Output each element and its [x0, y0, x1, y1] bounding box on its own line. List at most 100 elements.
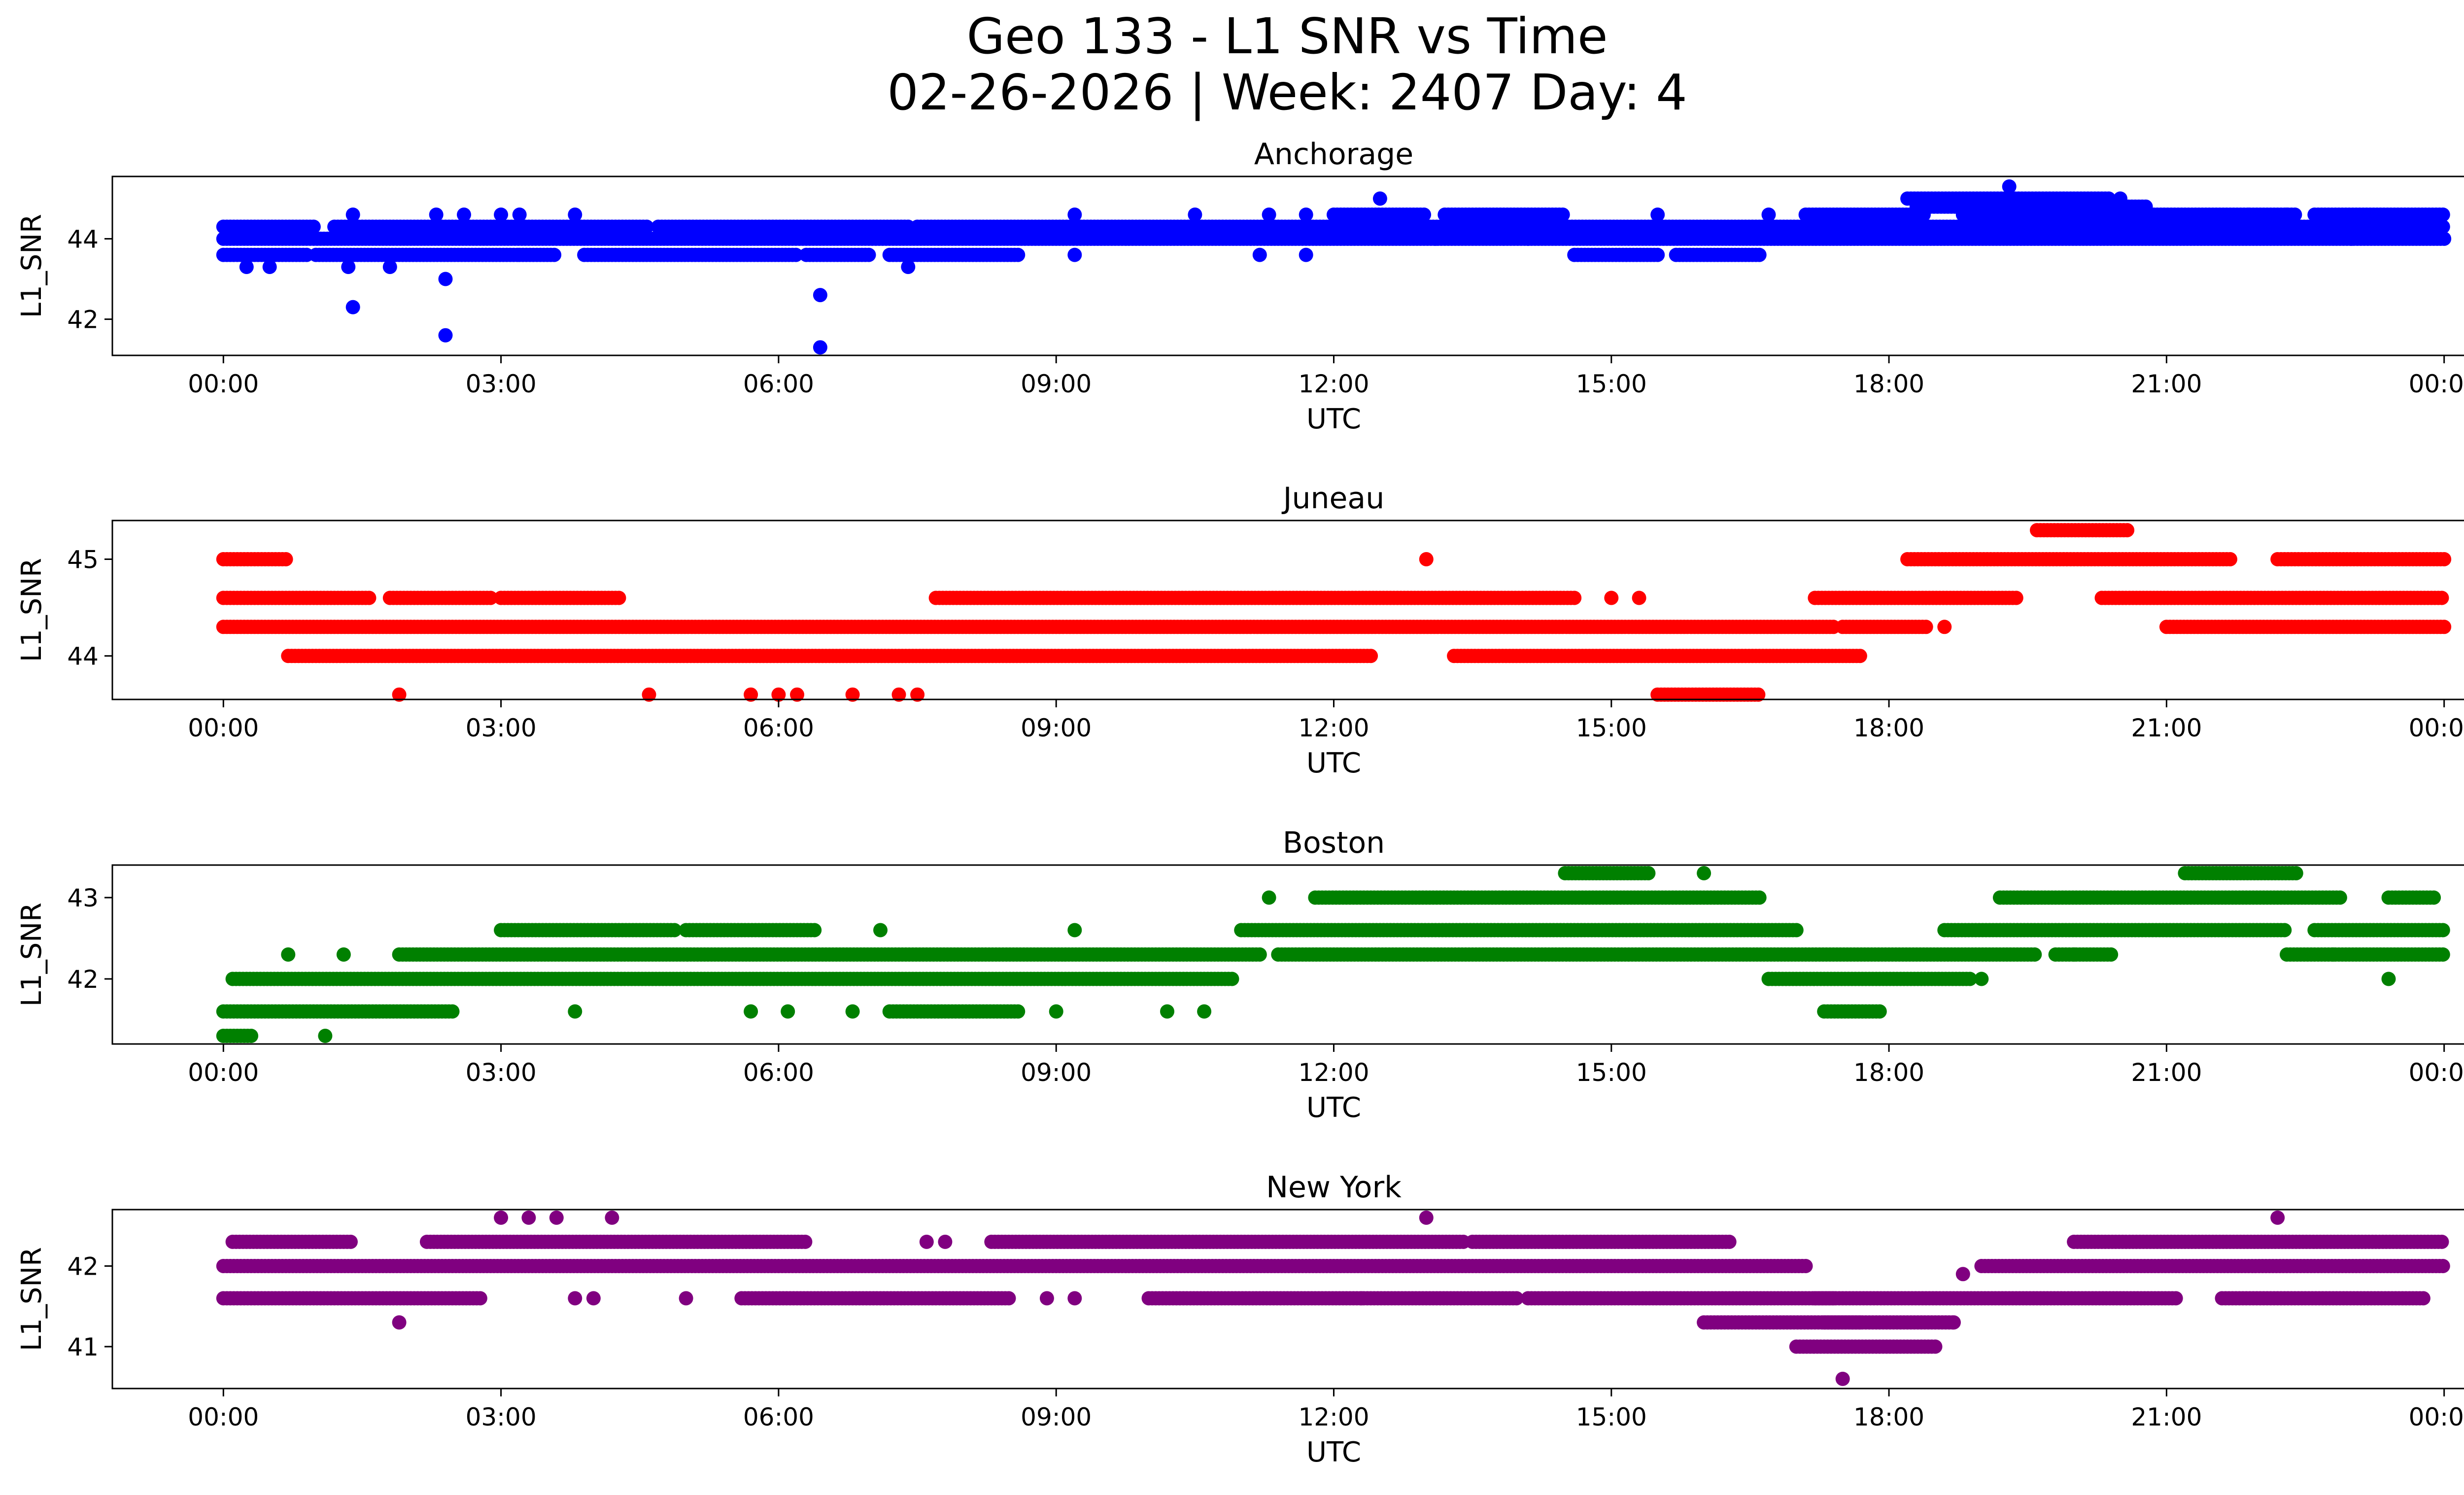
- scatter-series-juneau: [216, 523, 2452, 702]
- data-point: [2104, 947, 2119, 962]
- y-tick-label: 44: [67, 642, 99, 671]
- x-tick-label: 15:00: [1576, 714, 1647, 742]
- subplot-title: Juneau: [1281, 481, 1384, 516]
- subplot-juneau: Juneau 00:00 03:00 06:00 09:00 12:00 15:00 18:0…: [16, 481, 2464, 779]
- data-point: [1521, 231, 1536, 246]
- figure-title-line1: Geo 133 - L1 SNR vs Time: [967, 7, 1608, 65]
- data-point: [382, 260, 397, 274]
- data-point: [1188, 208, 1202, 222]
- data-point: [2020, 219, 2035, 234]
- data-point: [438, 328, 453, 343]
- data-point: [901, 260, 916, 274]
- data-point: [262, 260, 277, 274]
- data-point: [429, 208, 444, 222]
- data-point: [345, 208, 360, 222]
- data-point: [813, 340, 827, 355]
- x-tick-label: 06:00: [743, 714, 814, 742]
- data-point: [1761, 208, 1776, 222]
- data-point: [1872, 1004, 1887, 1019]
- data-point: [2437, 552, 2452, 566]
- data-point: [1262, 208, 1276, 222]
- data-point: [1011, 247, 1026, 262]
- data-point: [1852, 649, 1867, 663]
- data-point: [2002, 179, 2017, 194]
- data-point: [1604, 591, 1619, 605]
- x-tick-label: 09:00: [1021, 714, 1092, 742]
- data-point: [813, 288, 827, 303]
- data-point: [457, 208, 471, 222]
- data-point: [1937, 620, 1952, 634]
- data-point: [1252, 247, 1267, 262]
- data-point: [362, 591, 376, 605]
- data-point: [239, 260, 254, 274]
- data-point: [1650, 208, 1665, 222]
- x-axis-label: UTC: [1306, 747, 1361, 779]
- data-point: [1752, 247, 1767, 262]
- x-tick-label: 03:00: [466, 714, 537, 742]
- x-tick-label: 00:00: [188, 370, 259, 398]
- data-point: [547, 247, 562, 262]
- y-tick-label: 45: [67, 545, 99, 574]
- data-point: [2437, 231, 2452, 246]
- data-point: [1067, 247, 1082, 262]
- data-point: [2434, 591, 2449, 605]
- data-point: [1225, 972, 1239, 986]
- data-point: [341, 260, 356, 274]
- data-point: [807, 923, 822, 938]
- data-point: [568, 208, 582, 222]
- data-point: [1918, 620, 1933, 634]
- data-point: [1417, 208, 1432, 222]
- data-point: [1067, 208, 1082, 222]
- data-point: [2113, 191, 2127, 206]
- x-tick-label: 09:00: [1021, 370, 1092, 398]
- data-point: [2120, 523, 2135, 538]
- data-point: [445, 1004, 460, 1019]
- data-point: [2435, 947, 2450, 962]
- data-point: [1555, 208, 1570, 222]
- data-point: [2223, 552, 2237, 566]
- data-point: [2344, 231, 2359, 246]
- x-tick-label: 00:00: [188, 714, 259, 742]
- x-tick-label: 18:00: [1853, 714, 1924, 742]
- data-point: [345, 300, 360, 314]
- data-point: [1632, 591, 1646, 605]
- x-tick-label: 00:00: [2409, 370, 2464, 398]
- data-point: [639, 219, 654, 234]
- data-point: [244, 1029, 259, 1043]
- data-point: [1789, 923, 1804, 938]
- data-point: [2138, 199, 2153, 214]
- data-point: [438, 272, 453, 286]
- x-tick-label: 12:00: [1298, 370, 1369, 398]
- y-axis-label: L1_SNR: [16, 558, 48, 662]
- x-tick-label: 00:00: [2409, 714, 2464, 742]
- data-point: [1428, 231, 1443, 246]
- x-tick-label: 15:00: [1576, 370, 1647, 398]
- x-tick-label: 03:00: [466, 370, 537, 398]
- y-tick-label: 44: [67, 225, 99, 253]
- data-point: [612, 591, 626, 605]
- data-point: [1650, 247, 1665, 262]
- data-point: [1299, 208, 1313, 222]
- data-point: [2009, 591, 2023, 605]
- x-tick-label: 06:00: [743, 370, 814, 398]
- figure-title-line2: 02-26-2026 | Week: 2407 Day: 4: [887, 64, 1687, 121]
- data-point: [2280, 208, 2294, 222]
- data-point: [1567, 591, 1582, 605]
- data-point: [861, 247, 876, 262]
- data-point: [2435, 208, 2450, 222]
- data-point: [512, 208, 527, 222]
- data-point: [2076, 219, 2090, 234]
- data-point: [278, 552, 293, 566]
- scatter-series-anchorage: [216, 179, 2452, 355]
- y-axis-label: L1_SNR: [16, 214, 48, 318]
- data-point: [494, 208, 509, 222]
- x-tick-label: 21:00: [2131, 370, 2202, 398]
- data-point: [1364, 649, 1378, 663]
- x-tick-label: 12:00: [1298, 714, 1369, 742]
- data-point: [2437, 620, 2452, 634]
- data-point: [1252, 947, 1267, 962]
- subplot-title: Boston: [1283, 826, 1385, 860]
